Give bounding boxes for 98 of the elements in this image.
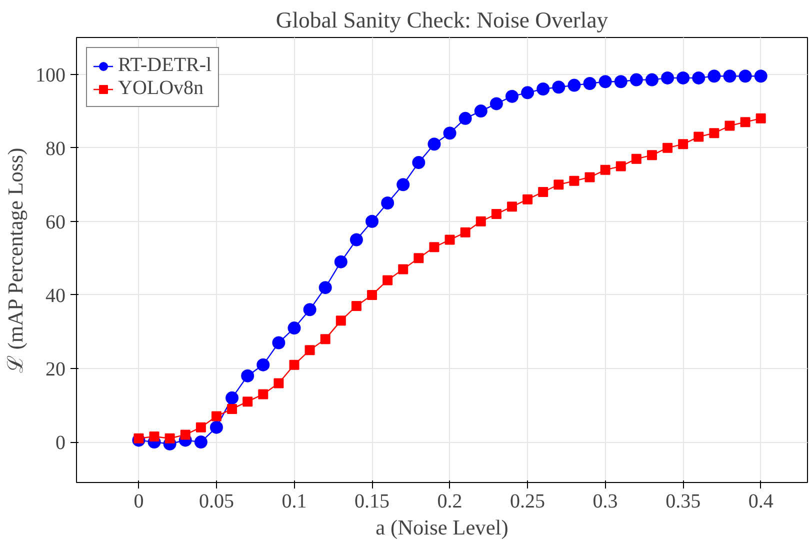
point [366,214,379,228]
point [662,142,673,153]
point [631,154,642,164]
point [443,126,456,140]
x-tick-label: 0.2 [437,490,462,512]
point [242,396,253,407]
x-tick-label: 0 [134,490,144,512]
point [241,369,254,382]
point [458,112,472,125]
point [709,128,720,138]
point [583,76,596,90]
point [552,80,566,94]
point [723,70,736,83]
point [256,358,270,372]
point [569,176,580,186]
point [134,433,144,444]
point [460,227,470,238]
point [708,70,721,83]
point [211,411,222,422]
point [226,391,239,404]
point [304,345,315,356]
point [491,209,502,220]
point [350,233,363,246]
point [336,316,346,326]
point [754,70,768,83]
legend-label: YOLOv8n [118,77,204,100]
point [490,97,503,110]
point [538,186,548,197]
point [676,71,690,84]
point [367,290,378,300]
point [274,378,284,388]
x-axis-title: a (Noise Level) [376,516,508,540]
point [521,86,534,100]
point [396,178,410,192]
point [381,196,394,210]
point [661,71,674,84]
point [474,104,488,118]
point [692,71,706,84]
point [320,334,330,344]
point [645,73,658,86]
y-tick-label: 0 [56,432,66,454]
point [600,164,610,175]
x-tick-label: 0.15 [354,490,390,512]
point [740,117,750,128]
point [258,389,268,400]
point [227,404,238,414]
y-tick-label: 100 [36,64,66,86]
y-tick-label: 60 [46,211,66,234]
x-tick-label: 0.4 [748,490,774,512]
point [678,139,688,150]
point [444,234,455,245]
point [568,78,581,92]
point [334,255,348,268]
point [476,216,486,226]
x-tick-label: 0.3 [592,490,618,512]
point [506,202,517,212]
point [429,242,440,252]
point [272,336,286,350]
y-tick-label: 80 [46,138,66,160]
point [522,194,533,204]
point [505,90,518,103]
point [149,432,160,442]
point [382,275,393,286]
point [428,138,441,151]
point [398,264,408,274]
point [646,150,657,160]
x-tick-label: 0.25 [510,490,546,512]
point [694,132,704,142]
x-tick-label: 0.05 [198,490,234,512]
point [164,433,175,444]
point [194,436,208,449]
point [616,161,626,172]
point [554,180,564,190]
point [351,300,362,311]
y-tick-label: 20 [46,358,66,380]
point [180,430,190,440]
x-tick-label: 0.35 [666,490,701,512]
point [536,82,550,96]
point [210,420,223,434]
point [318,281,332,294]
y-axis-title: ℒ (mAP Percentage Loss) [4,148,28,373]
chart-title: Global Sanity Check: Noise Overlay [276,8,609,32]
point [412,156,426,170]
point [414,253,424,264]
point [289,360,300,370]
point [614,75,628,88]
legend-label: RT-DETR-l [118,54,212,77]
y-tick-label: 40 [46,284,66,307]
point [630,73,643,86]
point [584,172,595,182]
point [598,75,612,88]
x-tick-label: 0.1 [282,490,307,512]
point [303,303,316,316]
point [196,422,206,432]
point [738,70,752,83]
point [724,120,735,131]
point [288,322,301,335]
point [756,113,766,124]
